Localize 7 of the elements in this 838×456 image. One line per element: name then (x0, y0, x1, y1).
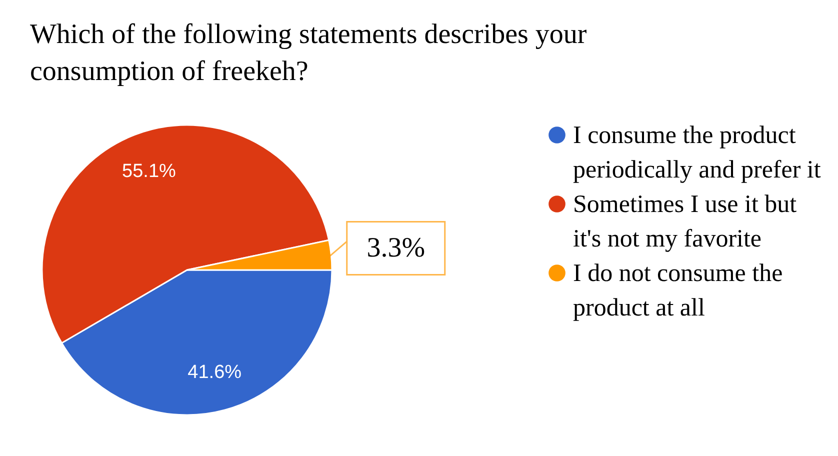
chart-title: Which of the following statements describes your consumption of freekeh? (30, 19, 588, 88)
data-label: 41.6% (188, 362, 242, 384)
legend-label: Sometimes I use it but it's not my favorite (573, 191, 797, 252)
legend-label: I do not consume the product at all (573, 260, 783, 322)
legend-label: I consume the product periodically and prefer it (573, 122, 821, 184)
data-label: 55.1% (122, 161, 176, 182)
data-label: 3.3% (366, 232, 426, 264)
